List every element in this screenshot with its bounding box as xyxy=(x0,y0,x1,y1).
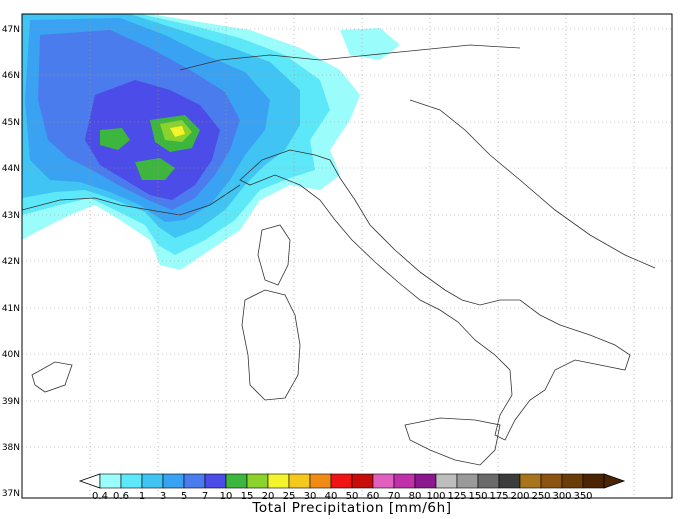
sicily-coast xyxy=(404,417,501,466)
colorbar-level-label: 5 xyxy=(181,491,187,502)
lat-label: 43N xyxy=(2,211,20,221)
map-panel xyxy=(21,13,673,499)
precip-level-green-3 xyxy=(100,128,130,150)
precip-level-indigo xyxy=(85,80,220,200)
map-frame xyxy=(21,13,673,499)
lat-label: 44N xyxy=(2,164,20,174)
coastlines xyxy=(21,44,656,466)
colorbar-box xyxy=(183,473,206,489)
colorbar-legend: 0.4 0.6 1 3 5 7 10 15 20 25 30 40 50 60 70 80 100 125 150 1… xyxy=(78,473,626,516)
lat-label: 45N xyxy=(2,118,20,128)
colorbar-box xyxy=(414,473,437,489)
colorbar-box xyxy=(477,473,500,489)
colorbar-level-label: 200 xyxy=(510,491,529,502)
colorbar-box xyxy=(351,473,374,489)
colorbar-box xyxy=(561,473,584,489)
italy-peninsula-coast xyxy=(239,149,631,441)
lat-lon-grid xyxy=(22,14,672,498)
colorbar-level-label: 0.6 xyxy=(113,491,129,502)
colorbar-level-label: 70 xyxy=(388,491,401,502)
colorbar-box xyxy=(519,473,542,489)
lat-label: 40N xyxy=(2,350,20,360)
lat-label: 47N xyxy=(2,25,20,35)
colorbar-box xyxy=(141,473,164,489)
colorbar-level-label: 100 xyxy=(426,491,445,502)
colorbar-level-label: 50 xyxy=(346,491,359,502)
colorbar-level-label: 350 xyxy=(573,491,592,502)
colorbar-level-label: 25 xyxy=(283,491,296,502)
colorbar-box xyxy=(162,473,185,489)
colorbar-box xyxy=(120,473,143,489)
colorbar-level-label: 80 xyxy=(409,491,422,502)
baleares-coast xyxy=(31,361,73,393)
lat-label: 37N xyxy=(2,489,20,499)
colorbar-box xyxy=(540,473,563,489)
sardinia-coast xyxy=(241,289,301,401)
latitude-labels: 47N 46N 45N 44N 43N 42N 41N 40N 39N 38N … xyxy=(2,25,20,499)
precip-level-small-cyan xyxy=(340,28,400,60)
colorbar-level-label: 15 xyxy=(241,491,254,502)
colorbar-level-label: 30 xyxy=(304,491,317,502)
adriatic-east-coast xyxy=(409,99,656,269)
colorbar-box xyxy=(204,473,227,489)
colorbar-box xyxy=(582,473,605,489)
colorbar-box xyxy=(288,473,311,489)
colorbar-labels: 0.4 0.6 1 3 5 7 10 15 20 25 30 40 50 60 70 80 100 125 150 1… xyxy=(92,491,593,502)
colorbar-level-label: 175 xyxy=(489,491,508,502)
precip-level-green-2 xyxy=(135,158,175,180)
colorbar-title: Total Precipitation [mm/6h] xyxy=(251,500,451,516)
lat-label: 39N xyxy=(2,397,20,407)
colorbar-level-label: 0.4 xyxy=(92,491,108,502)
colorbar-box xyxy=(330,473,353,489)
lat-label: 46N xyxy=(2,71,20,81)
colorbar-box xyxy=(372,473,395,489)
lat-label: 38N xyxy=(2,443,20,453)
colorbar-level-label: 7 xyxy=(202,491,208,502)
colorbar-level-label: 40 xyxy=(325,491,338,502)
precipitation-field xyxy=(22,14,400,270)
colorbar-box xyxy=(267,473,290,489)
colorbar-level-label: 300 xyxy=(552,491,571,502)
colorbar-level-label: 150 xyxy=(468,491,487,502)
colorbar-box xyxy=(435,473,458,489)
colorbar-high-cap xyxy=(603,473,626,489)
france-coast xyxy=(21,184,241,216)
precip-level-yellow xyxy=(170,126,185,137)
colorbar-box xyxy=(309,473,332,489)
colorbar-box xyxy=(225,473,248,489)
colorbar-level-label: 1 xyxy=(139,491,145,502)
colorbar-level-label: 250 xyxy=(531,491,550,502)
lat-label: 41N xyxy=(2,304,20,314)
colorbar-box xyxy=(246,473,269,489)
colorbar-level-label: 3 xyxy=(160,491,166,502)
lat-label: 42N xyxy=(2,257,20,267)
colorbar-box xyxy=(393,473,416,489)
colorbar-box xyxy=(456,473,479,489)
colorbar-level-label: 10 xyxy=(220,491,233,502)
corsica-coast xyxy=(257,224,291,286)
colorbar-box xyxy=(99,473,122,489)
alps-border xyxy=(179,44,521,71)
colorbar-level-label: 125 xyxy=(447,491,466,502)
colorbar-boxes xyxy=(99,473,605,489)
colorbar-level-label: 20 xyxy=(262,491,275,502)
colorbar-level-label: 60 xyxy=(367,491,380,502)
colorbar-box xyxy=(498,473,521,489)
